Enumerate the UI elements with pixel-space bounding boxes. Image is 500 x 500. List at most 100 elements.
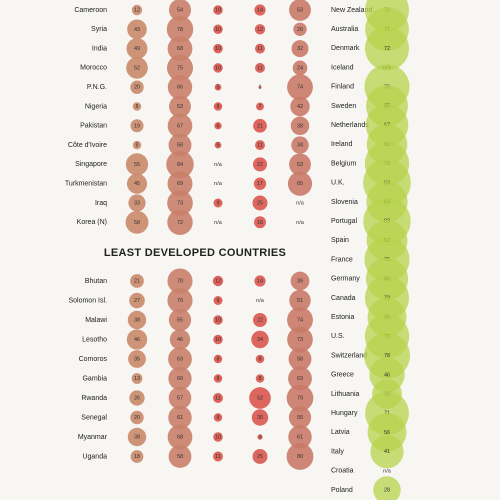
value-label: 20 (134, 85, 140, 91)
value-bubble (370, 434, 404, 469)
value-label: 26 (134, 395, 140, 401)
value-label: 55 (134, 162, 140, 168)
value-bubble (251, 409, 269, 426)
value-label: 80 (297, 454, 303, 460)
value-bubble (127, 310, 147, 330)
value-label: 10 (215, 27, 221, 33)
value-bubble (287, 307, 313, 333)
value-label: 53 (297, 7, 303, 13)
value-label: 9 (216, 298, 219, 304)
value-label: 11 (215, 395, 221, 401)
value-label: 27 (134, 298, 140, 304)
value-label: 70 (177, 298, 183, 304)
value-bubble (213, 413, 223, 422)
country-name: New Zealand (331, 7, 372, 14)
value-label: 11 (215, 454, 221, 460)
country-name: Greece (331, 372, 354, 379)
value-bubble (289, 289, 311, 312)
value-bubble (130, 119, 144, 133)
country-name: Malawi (85, 317, 107, 324)
value-label: n/a (214, 220, 223, 226)
value-bubble (214, 141, 222, 149)
country-name: Australia (331, 26, 358, 33)
value-label: 35 (134, 356, 140, 362)
value-label: 17 (257, 181, 263, 187)
country-name: India (92, 45, 107, 52)
value-bubble (213, 451, 223, 462)
value-bubble (292, 60, 308, 76)
value-label: 46 (177, 337, 183, 343)
value-bubble (167, 113, 193, 139)
value-label: 14 (257, 7, 263, 13)
value-bubble (168, 133, 192, 157)
value-label: 19 (134, 123, 140, 129)
value-bubble (168, 386, 192, 410)
value-label: n/a (383, 468, 392, 474)
value-bubble (169, 95, 191, 118)
value-bubble (254, 275, 266, 287)
value-label: 66 (177, 85, 183, 91)
value-bubble (286, 384, 314, 412)
country-name: Sweden (331, 103, 356, 110)
value-bubble (168, 405, 192, 430)
value-label: 16 (257, 220, 263, 226)
value-label: 38 (134, 317, 140, 323)
value-label: 25 (257, 454, 263, 460)
country-name: Portugal (331, 218, 358, 225)
value-label: 70 (177, 278, 183, 284)
value-bubble (167, 54, 193, 81)
value-label: 73 (297, 337, 303, 343)
value-label: 74 (297, 85, 303, 91)
value-bubble (213, 296, 223, 305)
value-label: 10 (215, 7, 221, 13)
value-bubble (129, 292, 145, 309)
value-label: 38 (297, 123, 303, 129)
value-bubble (213, 354, 223, 364)
country-name: Ireland (331, 141, 353, 148)
value-bubble (169, 329, 191, 350)
country-name: Uganda (82, 453, 107, 460)
value-label: 52 (257, 395, 263, 401)
value-bubble (213, 198, 223, 208)
value-label: 21 (257, 123, 263, 129)
value-label: 8 (258, 376, 261, 382)
value-label: 43 (134, 27, 140, 33)
value-bubble (130, 80, 144, 94)
value-label: 10 (215, 46, 221, 52)
value-label: 3 (258, 434, 261, 440)
value-bubble (252, 449, 268, 464)
value-label: 13 (134, 376, 140, 382)
value-bubble (129, 390, 145, 406)
value-bubble (288, 347, 312, 371)
value-bubble (252, 157, 268, 172)
value-label: 12 (134, 7, 140, 13)
country-name: Cameroon (74, 7, 107, 14)
value-bubble (288, 425, 312, 449)
value-label: 10 (215, 337, 221, 343)
value-label: 39 (297, 278, 303, 284)
value-label: 55 (177, 317, 183, 323)
value-label: 8 (135, 143, 138, 149)
value-label: 79 (297, 395, 303, 401)
value-label: 12 (215, 278, 221, 284)
value-label: 8 (135, 104, 138, 110)
value-label: 8 (258, 356, 261, 362)
value-label: 58 (134, 220, 140, 226)
value-bubble (130, 274, 144, 288)
country-name: Morocco (80, 65, 107, 72)
value-label: 69 (177, 181, 183, 187)
country-name: Canada (331, 295, 356, 302)
value-label: 54 (177, 7, 183, 13)
value-bubble (126, 38, 148, 60)
value-label: 52 (134, 65, 140, 71)
value-label: 63 (177, 356, 183, 362)
value-label: 30 (257, 415, 263, 421)
value-label: 28 (384, 487, 390, 493)
value-label: 25 (257, 200, 263, 206)
value-label: 20 (134, 415, 140, 421)
value-bubble (167, 75, 193, 100)
value-bubble (168, 0, 192, 22)
value-label: 61 (177, 415, 183, 421)
value-bubble (212, 275, 224, 287)
value-bubble (131, 4, 143, 16)
